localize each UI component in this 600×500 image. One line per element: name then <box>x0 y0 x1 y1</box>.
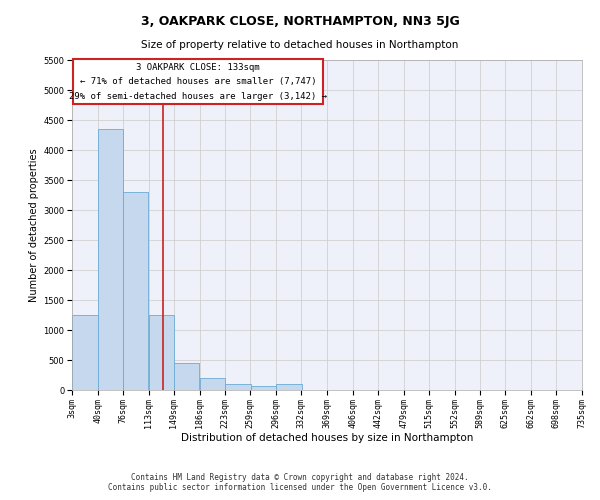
Bar <box>277 384 302 390</box>
Text: 3 OAKPARK CLOSE: 133sqm: 3 OAKPARK CLOSE: 133sqm <box>136 62 260 72</box>
Text: Size of property relative to detached houses in Northampton: Size of property relative to detached ho… <box>142 40 458 50</box>
Bar <box>123 192 148 390</box>
Bar <box>251 386 276 390</box>
Text: Contains HM Land Registry data © Crown copyright and database right 2024.
Contai: Contains HM Land Registry data © Crown c… <box>108 473 492 492</box>
Bar <box>200 378 225 390</box>
Bar <box>174 363 199 390</box>
Y-axis label: Number of detached properties: Number of detached properties <box>29 148 39 302</box>
X-axis label: Distribution of detached houses by size in Northampton: Distribution of detached houses by size … <box>181 433 473 443</box>
Bar <box>98 129 124 390</box>
Text: 29% of semi-detached houses are larger (3,142) →: 29% of semi-detached houses are larger (… <box>69 92 327 100</box>
Bar <box>226 384 251 390</box>
Bar <box>149 315 174 390</box>
Bar <box>73 59 323 104</box>
Bar <box>72 315 98 390</box>
Text: ← 71% of detached houses are smaller (7,747): ← 71% of detached houses are smaller (7,… <box>80 77 316 86</box>
Text: 3, OAKPARK CLOSE, NORTHAMPTON, NN3 5JG: 3, OAKPARK CLOSE, NORTHAMPTON, NN3 5JG <box>140 15 460 28</box>
